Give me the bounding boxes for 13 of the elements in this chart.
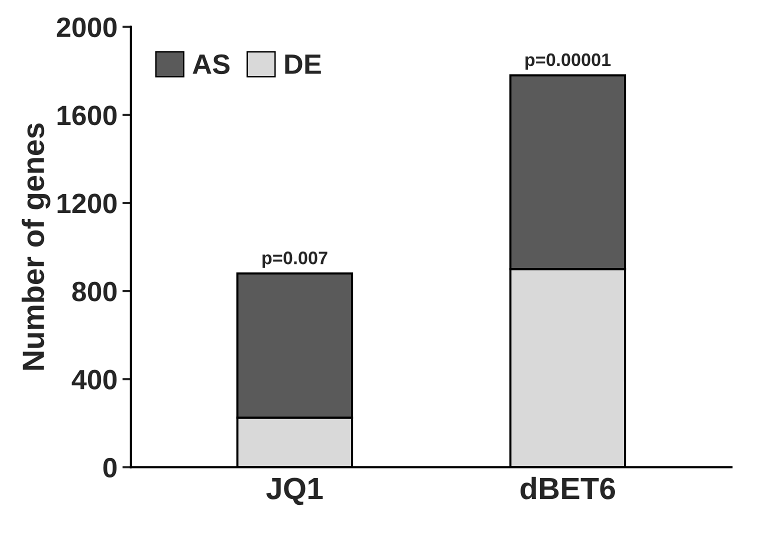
annotation: p=0.00001 xyxy=(525,53,611,70)
y-tick-label: 1600 xyxy=(58,106,117,126)
y-tick-label: 400 xyxy=(72,370,117,390)
y-tick-label: 2000 xyxy=(56,18,117,38)
x-tick-label: JQ1 xyxy=(266,478,323,506)
legend-label: AS xyxy=(192,54,230,74)
x-tick-label: dBET6 xyxy=(520,476,615,500)
legend-label: DE xyxy=(285,54,321,74)
y-axis-title: Number of genes xyxy=(22,123,50,370)
annotation: p=0.007 xyxy=(262,252,328,268)
y-tick-label: 800 xyxy=(72,282,117,302)
y-tick-label: 0 xyxy=(103,458,117,478)
y-tick-label: 1200 xyxy=(58,194,117,214)
